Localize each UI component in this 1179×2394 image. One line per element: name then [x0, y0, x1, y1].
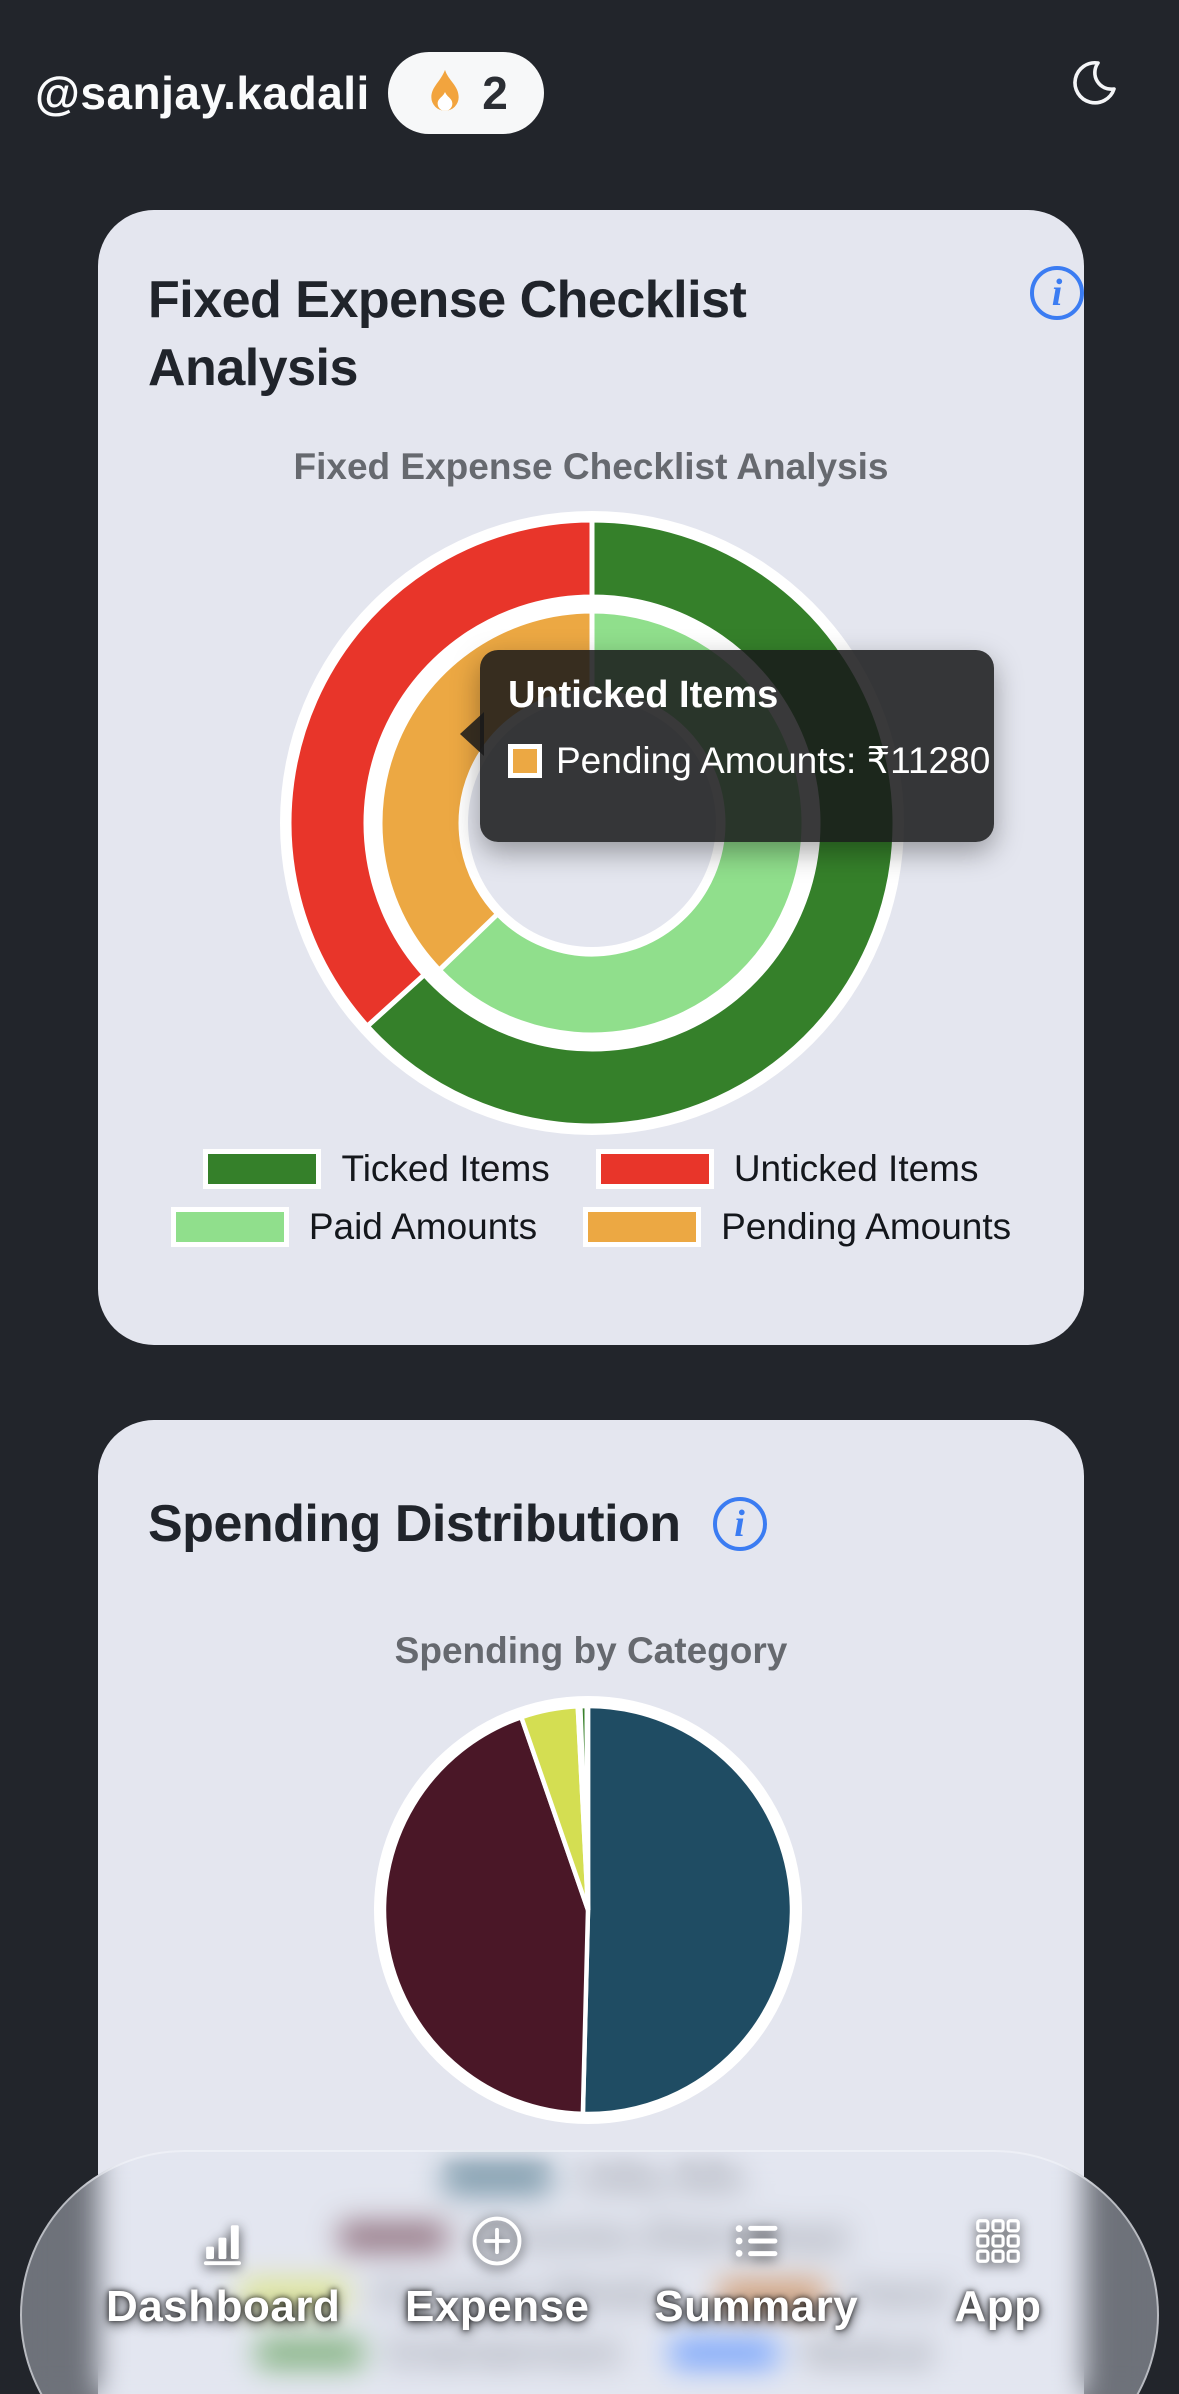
list-icon — [735, 2225, 778, 2257]
legend-swatch — [595, 1149, 714, 1189]
bar-chart-icon — [204, 2225, 242, 2266]
nav-label: Summary — [654, 2282, 859, 2331]
card-title-fixed-expense: Fixed Expense Checklist Analysis — [148, 271, 747, 397]
nav-item-dashboard[interactable]: Dashboard — [106, 2214, 340, 2332]
nav-item-summary[interactable]: Summary — [654, 2214, 858, 2332]
nav-label: Dashboard — [106, 2282, 341, 2331]
tooltip-value: Pending Amounts: ₹11280 — [556, 740, 991, 781]
legend-label: Pending Amounts — [721, 1206, 1012, 1247]
legend-swatch — [583, 1207, 702, 1247]
streak-badge[interactable]: 2 — [388, 52, 544, 134]
legend-item[interactable]: Ticked Items — [203, 1148, 550, 1190]
nav-label: Expense — [405, 2282, 590, 2331]
nav-label: App — [954, 2282, 1042, 2331]
info-icon[interactable]: i — [712, 1497, 767, 1551]
nav-item-expense[interactable]: Expense — [405, 2214, 589, 2332]
bottom-nav: Dashboard Expense Summary — [20, 2150, 1159, 2394]
flame-icon — [431, 69, 459, 111]
chart-tooltip: Unticked Items Pending Amounts: ₹11280 — [460, 650, 994, 842]
legend-label: Ticked Items — [341, 1148, 550, 1189]
legend-swatch — [203, 1149, 322, 1189]
pie-chart-title: Spending by Category — [394, 1630, 788, 1671]
tooltip-title: Unticked Items — [508, 674, 779, 716]
legend-label: Paid Amounts — [308, 1206, 538, 1247]
pie-chart[interactable] — [370, 1692, 806, 2128]
grid-icon — [976, 2219, 1020, 2263]
doughnut-legend: Ticked Items Unticked Items Paid Amounts… — [98, 1148, 1084, 1248]
nav-item-app[interactable]: App — [923, 2214, 1073, 2332]
plus-circle-icon — [472, 2216, 522, 2266]
tooltip-swatch — [508, 743, 542, 778]
card-title-spending: Spending Distribution — [148, 1495, 681, 1553]
legend-item[interactable]: Pending Amounts — [583, 1206, 1011, 1248]
fixed-expense-card: Fixed Expense Checklist Analysis i Fixed… — [98, 210, 1084, 1345]
streak-count: 2 — [482, 67, 508, 119]
info-icon[interactable]: i — [1030, 266, 1084, 320]
legend-item[interactable]: Unticked Items — [595, 1148, 979, 1190]
legend-swatch — [170, 1207, 289, 1247]
legend-item[interactable]: Paid Amounts — [170, 1206, 538, 1248]
legend-label: Unticked Items — [733, 1148, 979, 1189]
username[interactable]: @sanjay.kadali — [35, 67, 370, 119]
moon-icon[interactable] — [1068, 58, 1120, 110]
tooltip-caret — [460, 712, 484, 756]
doughnut-chart-title: Fixed Expense Checklist Analysis — [293, 446, 889, 487]
top-bar: @sanjay.kadali 2 — [0, 0, 1179, 150]
